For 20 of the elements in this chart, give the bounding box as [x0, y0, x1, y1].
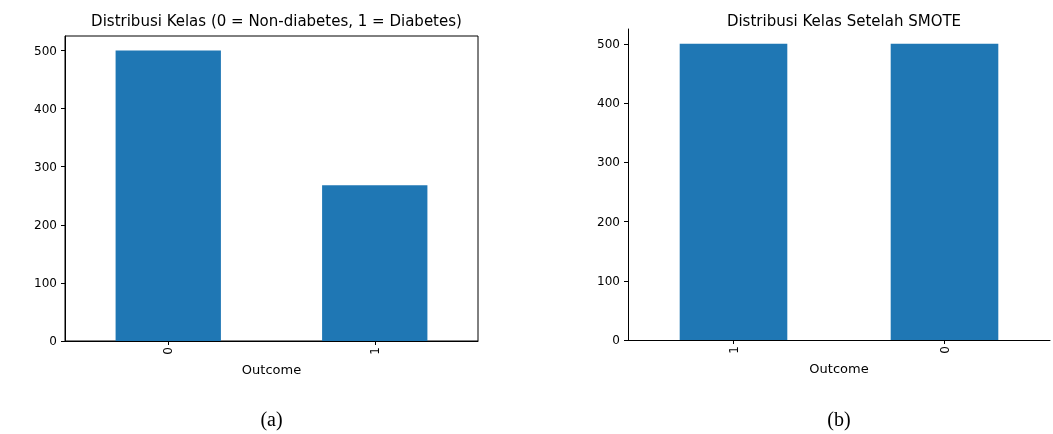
y-tick-label: 400	[34, 101, 57, 116]
chart-title: Distribusi Kelas Setelah SMOTE	[726, 11, 962, 30]
y-tick-label: 300	[597, 155, 620, 170]
y-tick-label: 200	[34, 217, 57, 232]
y-tick-label: 100	[34, 275, 57, 290]
y-tick-label: 400	[597, 96, 620, 111]
x-tick-label: 0	[161, 347, 176, 355]
x-tick-label: 1	[367, 347, 382, 355]
x-tick-label: 1	[726, 346, 741, 354]
y-tick-label: 300	[34, 159, 57, 174]
y-tick-label: 100	[597, 273, 620, 288]
y-tick-label: 500	[597, 36, 620, 51]
x-tick-label: 0	[937, 346, 952, 354]
y-tick-label: 200	[597, 214, 620, 229]
chart-title: Distribusi Kelas (0 = Non-diabetes, 1 = Diabetes)	[91, 11, 462, 30]
text: (b)	[826, 408, 852, 431]
x-axis-title: Outcome	[809, 361, 869, 376]
x-axis-title: Outcome	[241, 362, 302, 377]
text: (a)	[259, 408, 284, 431]
y-tick-label: 500	[34, 43, 57, 58]
